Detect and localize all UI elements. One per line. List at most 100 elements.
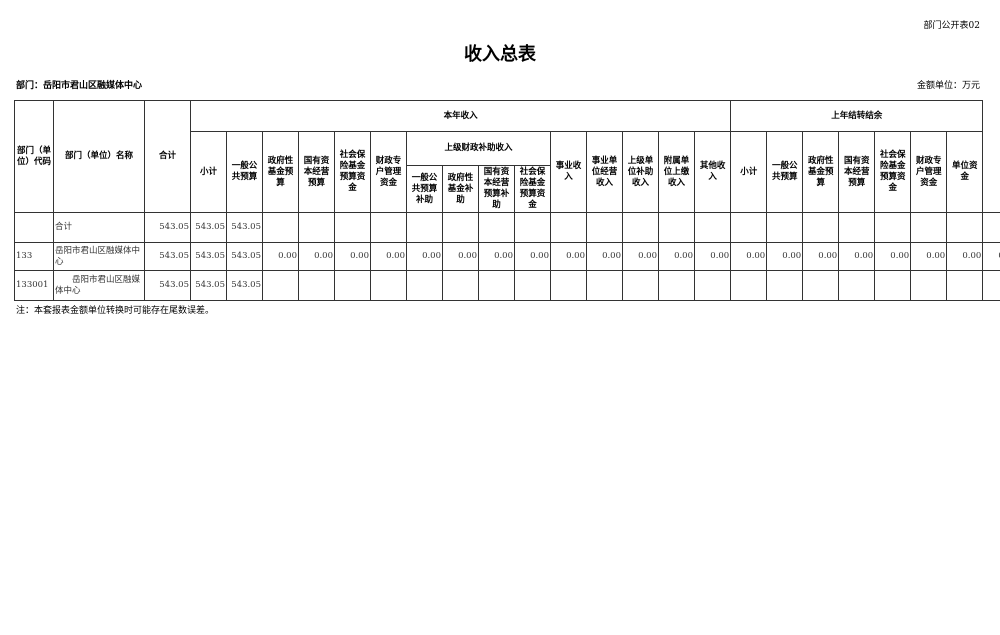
cell-value	[658, 212, 695, 243]
column-header: 社会保险基金预算资金	[874, 131, 912, 213]
cell-name: 岳阳市君山区融媒体中心	[53, 242, 145, 271]
cell-value	[874, 270, 912, 301]
cell-value	[802, 270, 840, 301]
cell-value	[622, 212, 659, 243]
cell-value: 0.00	[874, 242, 912, 271]
cell-value	[910, 270, 948, 301]
cell-value	[874, 212, 912, 243]
cell-value	[478, 212, 515, 243]
cell-value: 0.00	[514, 242, 551, 271]
cell-value: 0.00	[622, 242, 659, 271]
cell-value	[406, 270, 443, 301]
column-header: 国有资本经营预算	[298, 131, 335, 213]
cell-value: 0.00	[298, 242, 335, 271]
cell-value: 0.00	[982, 242, 1000, 271]
column-header: 事业收入	[550, 131, 587, 213]
cell-value	[658, 270, 695, 301]
cell-value: 543.05	[226, 270, 263, 301]
department-label: 部门：岳阳市君山区融媒体中心	[16, 81, 143, 91]
cell-value: 0.00	[693, 242, 732, 271]
cell-value: 0.00	[262, 242, 299, 271]
column-header: 事业单位经营收入	[586, 131, 623, 213]
cell-code	[14, 212, 54, 243]
cell-code: 133001	[14, 270, 54, 301]
cell-value	[838, 270, 876, 301]
column-header: 一般公共预算	[226, 131, 263, 213]
page-title: 收入总表	[464, 44, 536, 65]
cell-value: 0.00	[478, 242, 515, 271]
cell-value	[946, 270, 984, 301]
cell-value	[298, 270, 335, 301]
cell-value	[586, 270, 623, 301]
cell-value: 0.00	[586, 242, 623, 271]
cell-value: 0.00	[730, 242, 768, 271]
header-name: 部门（单位）名称	[53, 100, 145, 213]
column-header: 一般公共预算	[766, 131, 804, 213]
column-header: 国有资本经营预算	[838, 131, 876, 213]
cell-value: 543.05	[144, 242, 191, 271]
cell-value	[262, 212, 299, 243]
cell-value	[370, 270, 407, 301]
cell-value	[550, 212, 587, 243]
cell-value	[334, 270, 371, 301]
column-header: 上级财政补助收入	[406, 131, 551, 166]
column-header: 社会保险基金预算资金	[514, 165, 551, 213]
column-header: 政府性基金预算	[262, 131, 299, 213]
column-header: 单位资金	[946, 131, 984, 213]
cell-value	[982, 270, 1000, 301]
cell-value: 543.05	[190, 270, 227, 301]
footnote: 注：本套报表金额单位转换时可能存在尾数误差。	[16, 306, 215, 316]
cell-name: 合计	[53, 212, 145, 243]
cell-value: 0.00	[658, 242, 695, 271]
cell-value	[514, 212, 551, 243]
cell-value	[802, 212, 840, 243]
column-header: 政府性基金预算	[802, 131, 840, 213]
column-header: 其他收入	[693, 131, 732, 213]
cell-value	[298, 212, 335, 243]
column-header: 财政专户管理资金	[370, 131, 407, 213]
cell-value: 543.05	[190, 242, 227, 271]
cell-value	[982, 212, 1000, 243]
cell-value	[406, 212, 443, 243]
cell-value: 0.00	[946, 242, 984, 271]
column-header: 一般公共预算补助	[406, 165, 443, 213]
cell-value: 0.00	[406, 242, 443, 271]
cell-value: 543.05	[144, 212, 191, 243]
cell-value	[766, 212, 804, 243]
cell-value	[262, 270, 299, 301]
cell-value: 0.00	[370, 242, 407, 271]
cell-value: 543.05	[190, 212, 227, 243]
header-total: 合计	[144, 100, 191, 213]
cell-value	[442, 212, 479, 243]
header-last-year: 上年结转结余	[730, 100, 984, 132]
table-row: 133 岳阳市君山区融媒体中心 543.05 543.05 543.05 0.00 0.00…	[14, 242, 1000, 271]
column-header: 财政专户管理资金	[910, 131, 948, 213]
column-header: 附属单位上缴收入	[658, 131, 695, 213]
cell-value	[478, 270, 515, 301]
form-number: 部门公开表02	[923, 21, 980, 31]
cell-value	[514, 270, 551, 301]
cell-value: 543.05	[144, 270, 191, 301]
cell-value: 543.05	[226, 242, 263, 271]
cell-value	[442, 270, 479, 301]
column-header: 政府性基金补助	[442, 165, 479, 213]
cell-code: 133	[14, 242, 54, 271]
cell-value	[910, 212, 948, 243]
cell-value	[730, 270, 768, 301]
cell-value	[838, 212, 876, 243]
cell-name: 岳阳市君山区融媒体中心	[53, 270, 145, 301]
cell-value	[946, 212, 984, 243]
cell-value	[334, 212, 371, 243]
table-row: 133001 岳阳市君山区融媒体中心 543.05 543.05 543.05	[14, 270, 1000, 301]
header-code: 部门（单位）代码	[14, 100, 54, 213]
column-header: 小计	[190, 131, 227, 213]
cell-value	[550, 270, 587, 301]
unit-label: 金额单位：万元	[916, 81, 980, 91]
cell-value: 0.00	[838, 242, 876, 271]
cell-value: 0.00	[334, 242, 371, 271]
cell-value: 0.00	[442, 242, 479, 271]
cell-value	[693, 270, 732, 301]
column-header: 社会保险基金预算资金	[334, 131, 371, 213]
cell-value: 0.00	[766, 242, 804, 271]
cell-value: 543.05	[226, 212, 263, 243]
